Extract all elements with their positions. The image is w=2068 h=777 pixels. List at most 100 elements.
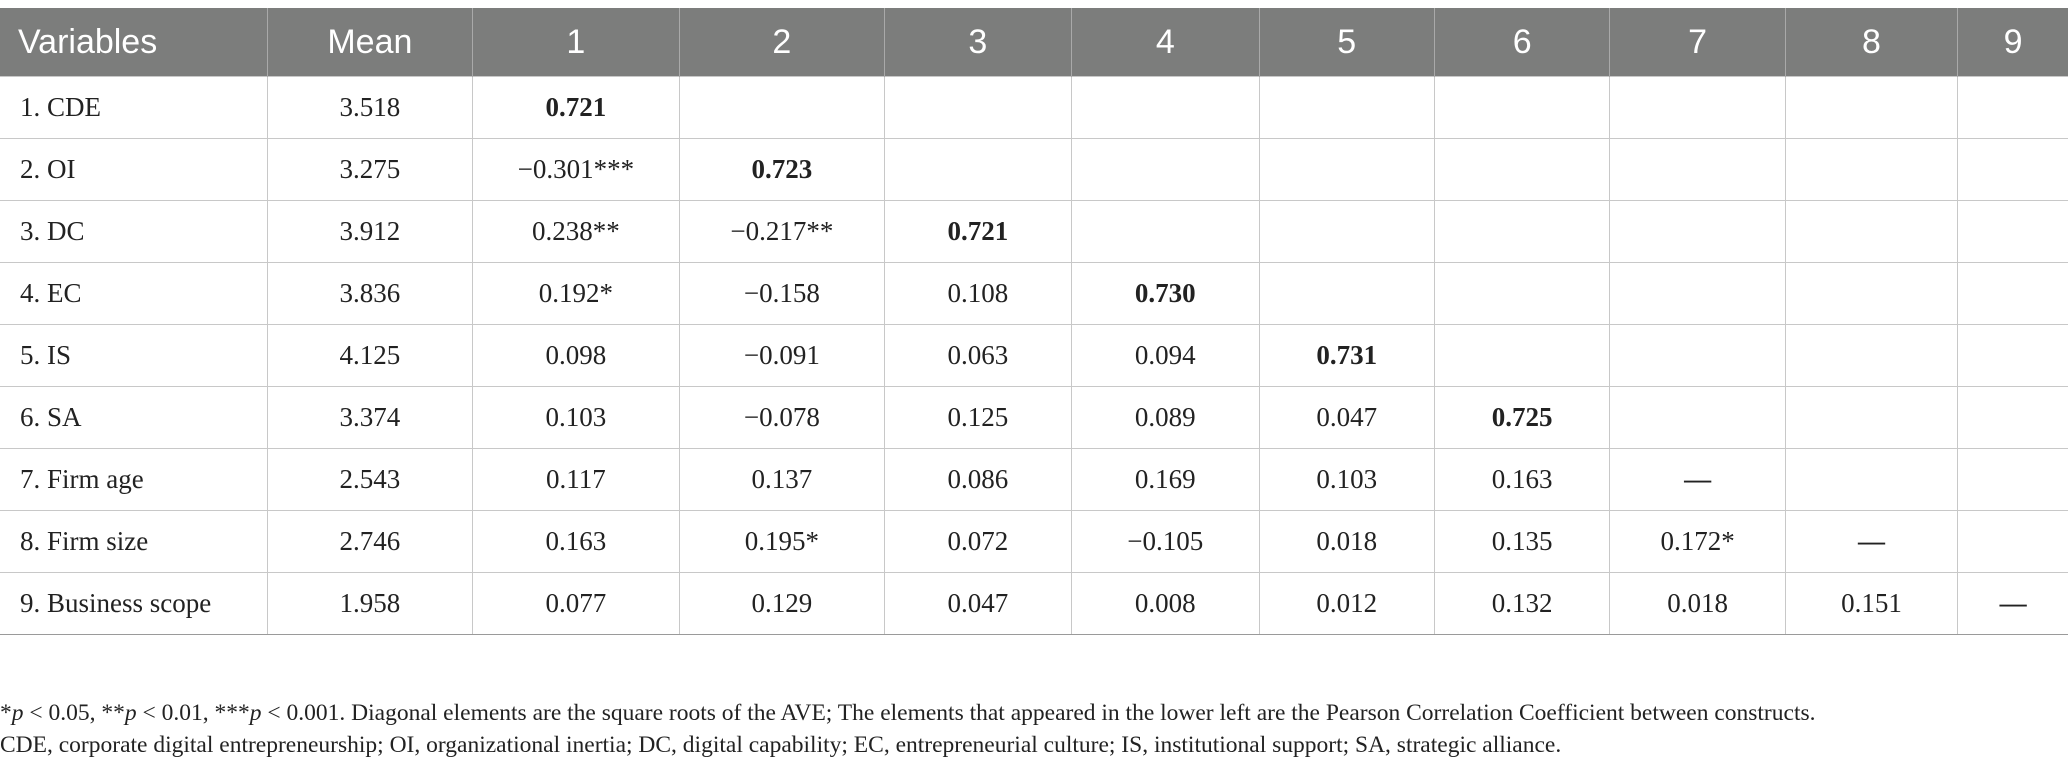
diagonal-cell: —: [1784, 510, 1959, 573]
header-col-4: 4: [1071, 8, 1260, 77]
correlation-cell: [1433, 324, 1611, 387]
correlation-cell: [1957, 386, 2068, 449]
row-label: 3. DC: [0, 200, 269, 263]
row-label: 9. Business scope: [0, 572, 269, 635]
header-col-5: 5: [1258, 8, 1435, 77]
header-col-8: 8: [1784, 8, 1959, 77]
correlation-cell: 0.169: [1071, 448, 1260, 511]
correlation-cell: 0.103: [471, 386, 681, 449]
correlation-cell: 0.163: [471, 510, 681, 573]
correlation-cell: [883, 138, 1073, 201]
header-col-7: 7: [1609, 8, 1786, 77]
row-label: 6. SA: [0, 386, 269, 449]
correlation-cell: 0.163: [1433, 448, 1611, 511]
correlation-cell: [1433, 200, 1611, 263]
diagonal-cell: —: [1609, 448, 1786, 511]
mean-cell: 3.518: [267, 76, 473, 139]
correlation-cell: [1957, 324, 2068, 387]
header-col-2: 2: [679, 8, 885, 77]
correlation-cell: 0.195*: [679, 510, 885, 573]
correlation-cell: −0.105: [1071, 510, 1260, 573]
mean-cell: 4.125: [267, 324, 473, 387]
correlation-cell: 0.103: [1258, 448, 1435, 511]
diagonal-cell: 0.730: [1071, 262, 1260, 325]
correlation-cell: 0.077: [471, 572, 681, 635]
correlation-cell: [1433, 138, 1611, 201]
footnote-line-2: CDE, corporate digital entrepreneurship;…: [0, 732, 1562, 758]
mean-cell: 1.958: [267, 572, 473, 635]
correlation-cell: [1784, 200, 1959, 263]
correlation-cell: 0.008: [1071, 572, 1260, 635]
row-label: 5. IS: [0, 324, 269, 387]
p-symbol: p: [249, 700, 262, 726]
correlation-cell: 0.089: [1071, 386, 1260, 449]
row-label: 2. OI: [0, 138, 269, 201]
correlation-cell: [1957, 448, 2068, 511]
correlation-cell: [1071, 200, 1260, 263]
mean-cell: 3.275: [267, 138, 473, 201]
correlation-cell: [1609, 138, 1786, 201]
table-body: 1. CDE 3.518 0.721 2. OI 3.275 −0.301*** 0.723…: [0, 76, 2068, 635]
table-row: 8. Firm size 2.746 0.163 0.195* 0.072 −0.105 0…: [0, 510, 2068, 573]
correlation-cell: [1609, 386, 1786, 449]
correlation-cell: 0.047: [1258, 386, 1435, 449]
diagonal-cell: 0.731: [1258, 324, 1435, 387]
correlation-cell: −0.158: [679, 262, 885, 325]
row-label: 7. Firm age: [0, 448, 269, 511]
table-row: 9. Business scope 1.958 0.077 0.129 0.047 0.0…: [0, 572, 2068, 635]
correlation-cell: 0.086: [883, 448, 1073, 511]
correlation-cell: [1609, 200, 1786, 263]
row-label: 8. Firm size: [0, 510, 269, 573]
correlation-cell: [1784, 262, 1959, 325]
diagonal-cell: 0.721: [883, 200, 1073, 263]
header-col-9: 9: [1957, 8, 2068, 77]
table-row: 1. CDE 3.518 0.721: [0, 76, 2068, 139]
diagonal-cell: 0.721: [471, 76, 681, 139]
correlation-cell: 0.047: [883, 572, 1073, 635]
diagonal-cell: 0.723: [679, 138, 885, 201]
p-symbol: p: [124, 700, 137, 726]
header-variables: Variables: [0, 8, 269, 77]
correlation-cell: [1957, 510, 2068, 573]
header-col-6: 6: [1433, 8, 1611, 77]
correlation-cell: [1609, 76, 1786, 139]
correlation-cell: [1609, 324, 1786, 387]
correlation-cell: [1957, 262, 2068, 325]
correlation-cell: [1433, 76, 1611, 139]
correlation-cell: [1784, 76, 1959, 139]
correlation-cell: 0.072: [883, 510, 1073, 573]
mean-cell: 3.374: [267, 386, 473, 449]
footnote-line-1: *p < 0.05, **p < 0.01, ***p < 0.001. Dia…: [0, 700, 1816, 726]
row-label: 1. CDE: [0, 76, 269, 139]
correlation-cell: [1957, 76, 2068, 139]
correlation-cell: 0.172*: [1609, 510, 1786, 573]
correlation-cell: −0.301***: [471, 138, 681, 201]
correlation-cell: 0.135: [1433, 510, 1611, 573]
row-label: 4. EC: [0, 262, 269, 325]
correlation-cell: 0.018: [1609, 572, 1786, 635]
header-col-1: 1: [471, 8, 681, 77]
correlation-cell: [1433, 262, 1611, 325]
correlation-cell: 0.117: [471, 448, 681, 511]
correlation-cell: [1258, 262, 1435, 325]
correlation-cell: [1258, 138, 1435, 201]
header-col-3: 3: [883, 8, 1073, 77]
table-row: 3. DC 3.912 0.238** −0.217** 0.721: [0, 200, 2068, 263]
correlation-cell: [1258, 76, 1435, 139]
correlation-cell: [883, 76, 1073, 139]
mean-cell: 3.912: [267, 200, 473, 263]
correlation-cell: 0.137: [679, 448, 885, 511]
correlation-cell: [1071, 138, 1260, 201]
correlation-cell: [1258, 200, 1435, 263]
correlation-cell: 0.132: [1433, 572, 1611, 635]
correlation-cell: 0.151: [1784, 572, 1959, 635]
correlation-cell: −0.078: [679, 386, 885, 449]
correlation-cell: [1784, 324, 1959, 387]
correlation-cell: [1071, 76, 1260, 139]
table-row: 2. OI 3.275 −0.301*** 0.723: [0, 138, 2068, 201]
correlation-cell: 0.094: [1071, 324, 1260, 387]
correlation-cell: 0.063: [883, 324, 1073, 387]
correlation-table: Variables Mean 1 2 3 4 5 6 7 8 9 1. CDE 3.518 0.721 2…: [0, 8, 2068, 635]
mean-cell: 3.836: [267, 262, 473, 325]
correlation-cell: [1784, 138, 1959, 201]
